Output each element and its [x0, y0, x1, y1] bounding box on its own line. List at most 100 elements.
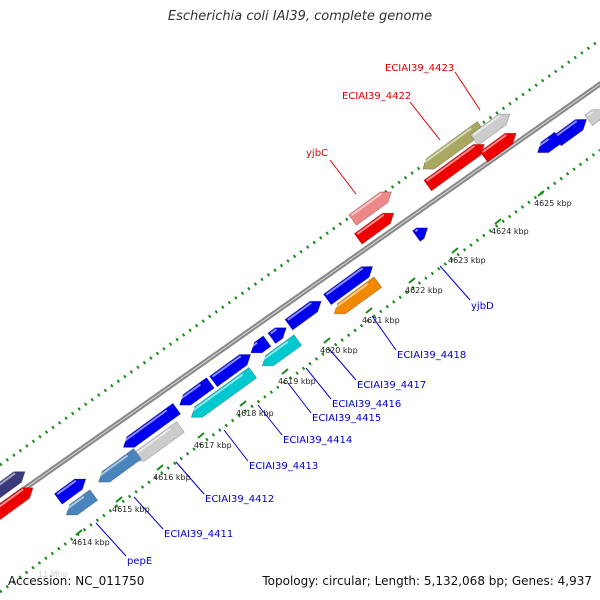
- gene-ECIAI39_4416[interactable]: [258, 334, 303, 371]
- kbp-major-tick: [197, 432, 205, 439]
- gene-red-c-shine: [482, 134, 507, 153]
- kbp-major-tick: [115, 496, 123, 503]
- gene-ECIAI39_4414-shape[interactable]: [187, 366, 258, 422]
- gene-ECIAI39_4416-shape[interactable]: [258, 334, 303, 371]
- gene-blue-d-shine: [249, 341, 258, 349]
- gene-ECIAI39_4423[interactable]: [469, 109, 513, 146]
- gene-red-c[interactable]: [479, 128, 520, 163]
- kbp-major-tick: [451, 247, 459, 254]
- gene-label-ECIAI39_4423[interactable]: ECIAI39_4423: [385, 63, 454, 74]
- gene-blue-c-shine: [270, 328, 277, 335]
- kbp-tick-label: 4625 kbp: [534, 199, 572, 208]
- gene-yjbC-shape[interactable]: [348, 187, 395, 226]
- gene-ECIAI39_4418[interactable]: [330, 276, 383, 319]
- gene-blue-e-shine: [211, 355, 242, 378]
- leader-line-top: [409, 101, 441, 141]
- gene-label-ECIAI39_4412[interactable]: ECIAI39_4412: [205, 494, 274, 505]
- genome-backbone: [0, 81, 600, 509]
- backbone-highlight: [0, 83, 600, 507]
- gene-upper-blue-b[interactable]: [534, 131, 563, 158]
- gene-ECIAI39_4411-shape[interactable]: [95, 448, 142, 488]
- gene-red-b-shine: [426, 145, 475, 182]
- leader-line-bottom: [257, 404, 283, 436]
- gene-pepE[interactable]: [62, 489, 99, 521]
- gene-red-c-shape[interactable]: [479, 128, 520, 163]
- leader-line-bottom: [329, 349, 357, 381]
- gene-blue-g[interactable]: [119, 402, 182, 452]
- gene-label-yjbD[interactable]: yjbD: [471, 301, 494, 312]
- gene-yjbC[interactable]: [348, 187, 395, 226]
- gene-blue-f-shape[interactable]: [176, 377, 215, 411]
- gene-left-red-shine: [0, 488, 24, 515]
- gene-ECIAI39_4412[interactable]: [130, 421, 185, 467]
- gene-label-pepE[interactable]: pepE: [127, 556, 152, 567]
- gene-ECIAI39_4414[interactable]: [187, 366, 258, 422]
- kbp-major-tick: [239, 400, 247, 407]
- gene-red-a-shine: [356, 213, 385, 235]
- gene-ECIAI39_4411[interactable]: [95, 448, 142, 488]
- kbp-tick-label: 4618 kbp: [236, 409, 274, 418]
- gene-left-red[interactable]: [0, 482, 37, 525]
- kbp-tick-label: 4621 kbp: [362, 316, 400, 325]
- gene-left-navy[interactable]: [0, 466, 29, 503]
- gene-left-red-shape[interactable]: [0, 482, 37, 525]
- gene-label-ECIAI39_4422[interactable]: ECIAI39_4422: [342, 91, 411, 102]
- gene-ECIAI39_4416-shine: [260, 340, 289, 362]
- gene-labels: ECIAI39_4423 ECIAI39_4422 yjbC yjbD ECIAI39_…: [127, 63, 494, 567]
- kbp-major-tick: [323, 337, 331, 344]
- gene-small-blue[interactable]: [411, 223, 432, 242]
- gene-blue-e[interactable]: [209, 349, 255, 388]
- gene-blue-b[interactable]: [284, 296, 325, 331]
- gene-ECIAI39_4418-shape[interactable]: [330, 276, 383, 319]
- gene-label-ECIAI39_4418[interactable]: ECIAI39_4418: [397, 350, 466, 361]
- gene-small-blue-shape[interactable]: [411, 223, 432, 242]
- gene-upper-gray-edge-shape[interactable]: [584, 104, 600, 127]
- gene-upper-blue-b-shine: [535, 138, 550, 149]
- kbp-tick-label: 4616 kbp: [153, 473, 191, 482]
- gene-blue-h-shape[interactable]: [53, 474, 89, 505]
- gene-features: [0, 104, 600, 525]
- gene-ECIAI39_4423-shape[interactable]: [469, 109, 513, 146]
- gene-red-a-shape[interactable]: [353, 208, 397, 245]
- gene-ECIAI39_4412-shine: [131, 427, 172, 458]
- gene-small-blue-shine: [414, 228, 419, 233]
- kbp-major-tick: [75, 529, 83, 536]
- gene-blue-d[interactable]: [247, 335, 272, 358]
- gene-left-navy-shape[interactable]: [0, 466, 29, 503]
- kbp-tick-label: 4620 kbp: [320, 346, 358, 355]
- gene-red-a[interactable]: [353, 208, 397, 245]
- gene-upper-gray-edge[interactable]: [584, 104, 600, 127]
- kbp-tick-label: 4624 kbp: [491, 227, 529, 236]
- gene-blue-c[interactable]: [267, 322, 290, 345]
- leader-line-top: [329, 159, 357, 195]
- leader-line-bottom: [439, 265, 471, 301]
- gene-blue-b-shape[interactable]: [284, 296, 325, 331]
- gene-blue-g-shape[interactable]: [119, 402, 182, 452]
- genome-summary-text: Topology: circular; Length: 5,132,068 bp…: [262, 574, 592, 588]
- gene-upper-blue-b-shape[interactable]: [534, 131, 563, 158]
- gene-pepE-shape[interactable]: [62, 489, 99, 521]
- gene-label-ECIAI39_4413[interactable]: ECIAI39_4413: [249, 461, 318, 472]
- gene-label-ECIAI39_4411[interactable]: ECIAI39_4411: [164, 529, 233, 540]
- kbp-tick-label: 4619 kbp: [278, 377, 316, 386]
- gene-blue-f[interactable]: [176, 377, 215, 411]
- gene-label-ECIAI39_4414[interactable]: ECIAI39_4414: [283, 435, 352, 446]
- gene-label-ECIAI39_4417[interactable]: ECIAI39_4417: [357, 380, 426, 391]
- gene-blue-h[interactable]: [53, 474, 89, 505]
- gene-blue-e-shape[interactable]: [209, 349, 255, 388]
- kbp-tick-label: 4614 kbp: [72, 538, 110, 547]
- gene-blue-h-shine: [56, 479, 77, 495]
- gene-label-yjbC[interactable]: yjbC: [306, 148, 328, 159]
- gene-upper-blue-a-shine: [555, 120, 578, 137]
- gene-ECIAI39_4412-shape[interactable]: [130, 421, 185, 467]
- gene-blue-a[interactable]: [322, 261, 377, 306]
- inner-tick-track: [0, 148, 600, 594]
- gene-label-ECIAI39_4416[interactable]: ECIAI39_4416: [332, 399, 401, 410]
- gene-blue-g-shine: [121, 409, 168, 444]
- gene-blue-d-shape[interactable]: [247, 335, 272, 358]
- gene-label-ECIAI39_4415[interactable]: ECIAI39_4415: [312, 413, 381, 424]
- gene-blue-a-shape[interactable]: [322, 261, 377, 306]
- kbp-tick-label: 4622 kbp: [405, 286, 443, 295]
